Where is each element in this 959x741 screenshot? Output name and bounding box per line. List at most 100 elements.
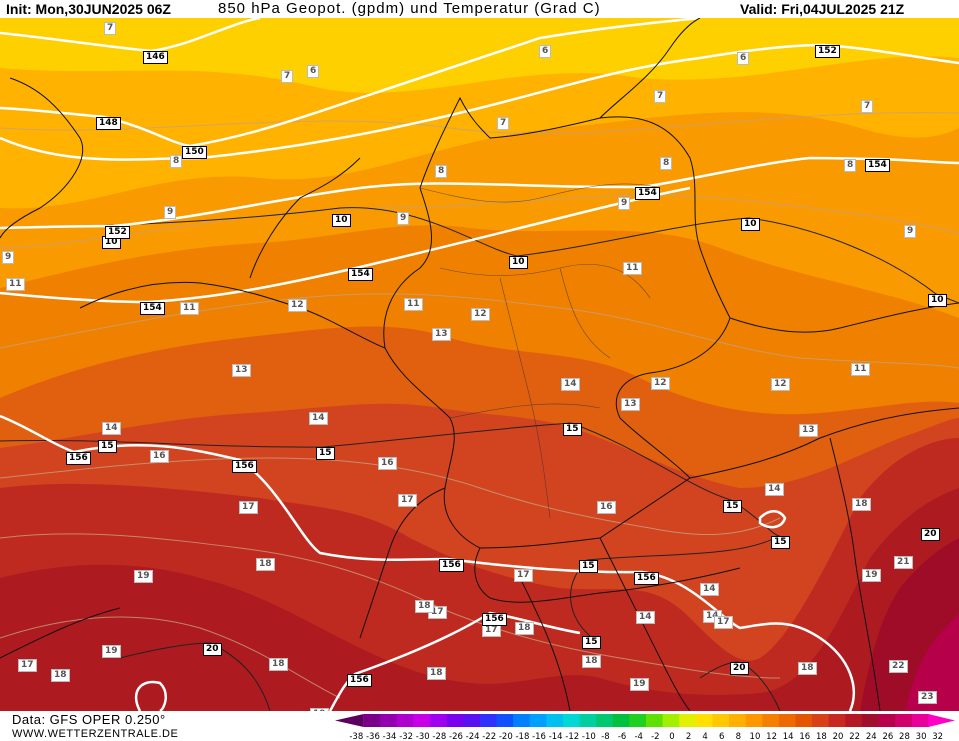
- isotherm-label: 15: [563, 423, 582, 436]
- legend-tick: -18: [515, 732, 529, 741]
- isotherm-label-minor: 7: [281, 70, 294, 83]
- height-contour-label: 156: [634, 572, 659, 585]
- isotherm-label-minor: 8: [844, 159, 857, 172]
- legend-tick: -2: [651, 732, 659, 741]
- legend-tick: -6: [618, 732, 626, 741]
- legend-tick: -34: [383, 732, 397, 741]
- isotherm-label-minor: 11: [180, 302, 199, 315]
- isotherm-label-minor: 18: [415, 600, 434, 613]
- legend-tick: -36: [366, 732, 380, 741]
- isotherm-label-minor: 17: [714, 616, 733, 629]
- isotherm-label-minor: 11: [6, 278, 25, 291]
- isotherm-label-minor: 6: [539, 45, 552, 58]
- isotherm-label-minor: 9: [164, 206, 177, 219]
- isotherm-label-minor: 17: [18, 659, 37, 672]
- legend-tick: -20: [499, 732, 513, 741]
- legend-swatch: [679, 714, 697, 727]
- legend-tick: -8: [601, 732, 609, 741]
- isotherm-label-minor: 11: [851, 363, 870, 376]
- isotherm-label-minor: 19: [862, 569, 881, 582]
- legend-tick: 26: [882, 732, 893, 741]
- legend-swatch: [629, 714, 647, 727]
- legend-swatch: [812, 714, 830, 727]
- legend-swatch: [928, 714, 955, 727]
- isotherm-label-minor: 12: [288, 299, 307, 312]
- isotherm-label-minor: 19: [134, 570, 153, 583]
- isotherm-label-minor: 7: [861, 100, 874, 113]
- legend-swatch: [463, 714, 481, 727]
- legend-tick: -24: [466, 732, 480, 741]
- legend-swatch: [878, 714, 896, 727]
- isotherm-label-minor: 14: [561, 378, 580, 391]
- height-contour-label: 154: [140, 302, 165, 315]
- legend-swatch: [828, 714, 846, 727]
- legend-swatch: [596, 714, 614, 727]
- legend-tick: -28: [432, 732, 446, 741]
- isotherm-label-minor: 12: [651, 377, 670, 390]
- legend-tick: 18: [816, 732, 827, 741]
- legend-swatch: [845, 714, 863, 727]
- isotherm-label-minor: 14: [102, 422, 121, 435]
- legend-tick: -10: [582, 732, 596, 741]
- legend-swatch: [496, 714, 514, 727]
- isotherm-label-minor: 14: [765, 483, 784, 496]
- data-source: Data: GFS OPER 0.250°: [12, 712, 166, 727]
- isotherm-label: 10: [741, 218, 760, 231]
- legend-swatch: [430, 714, 448, 727]
- legend-tick: -30: [416, 732, 430, 741]
- legend-swatch: [562, 714, 581, 727]
- isotherm-label-minor: 23: [918, 691, 937, 704]
- isotherm-label-minor: 16: [378, 457, 397, 470]
- isotherm-label-minor: 18: [427, 667, 446, 680]
- isotherm-label-minor: 9: [2, 251, 15, 264]
- height-contour-label: 156: [347, 674, 372, 687]
- isotherm-label-minor: 22: [889, 660, 908, 673]
- legend-tick: 22: [849, 732, 860, 741]
- legend-swatch: [662, 714, 680, 727]
- isotherm-label-minor: 14: [636, 611, 655, 624]
- legend-tick: 28: [899, 732, 910, 741]
- legend-tick: 16: [799, 732, 810, 741]
- isotherm-label-minor: 7: [104, 22, 117, 35]
- legend-swatch: [861, 714, 880, 727]
- legend-swatch: [396, 714, 414, 727]
- legend-swatch: [745, 714, 763, 727]
- legend-swatch: [363, 714, 381, 727]
- height-contour-label: 152: [105, 226, 130, 239]
- height-contour-label: 156: [439, 559, 464, 572]
- legend-swatch: [513, 714, 531, 727]
- isotherm-label-minor: 13: [232, 364, 251, 377]
- legend-tick: 30: [916, 732, 927, 741]
- isotherm-label-minor: 17: [514, 569, 533, 582]
- legend-swatch: [546, 714, 564, 727]
- weather-map: [0, 18, 959, 711]
- isotherm-label-minor: 19: [310, 708, 329, 711]
- isotherm-label-minor: 11: [623, 262, 642, 275]
- init-time: Init: Mon,30JUN2025 06Z: [6, 1, 171, 17]
- legend-tick: 4: [702, 732, 707, 741]
- legend-tick: -16: [532, 732, 546, 741]
- isotherm-label-minor: 14: [309, 412, 328, 425]
- isotherm-label-minor: 7: [497, 117, 510, 130]
- isotherm-label-minor: 19: [630, 678, 649, 691]
- isotherm-label-minor: 16: [597, 501, 616, 514]
- legend-swatch: [479, 714, 497, 727]
- isotherm-label-minor: 13: [432, 328, 451, 341]
- map-labels: 7 6 6 7 6 7 7 7 8 8 8 8 9 9 9 9 9 11 11 11 11 11 12 12 12 12 13 13 1…: [0, 18, 959, 711]
- title-bar: Init: Mon,30JUN2025 06Z 850 hPa Geopot. …: [0, 0, 959, 18]
- website: WWW.WETTERZENTRALE.DE: [12, 728, 179, 740]
- height-contour-label: 154: [865, 159, 890, 172]
- valid-time: Valid: Fri,04JUL2025 21Z: [740, 1, 905, 17]
- legend-swatch: [795, 714, 813, 727]
- temp-band-20: [0, 488, 959, 711]
- legend-tick: 0: [669, 732, 674, 741]
- isotherm-label: 15: [579, 560, 598, 573]
- legend-tick: 20: [833, 732, 844, 741]
- height-contour-label: 148: [96, 117, 121, 130]
- legend-tick: 8: [736, 732, 741, 741]
- legend-swatch: [911, 714, 929, 727]
- legend-tick: 6: [719, 732, 724, 741]
- isotherm-label: 15: [316, 447, 335, 460]
- isotherm-label-minor: 14: [700, 583, 719, 596]
- legend-tick: -22: [482, 732, 496, 741]
